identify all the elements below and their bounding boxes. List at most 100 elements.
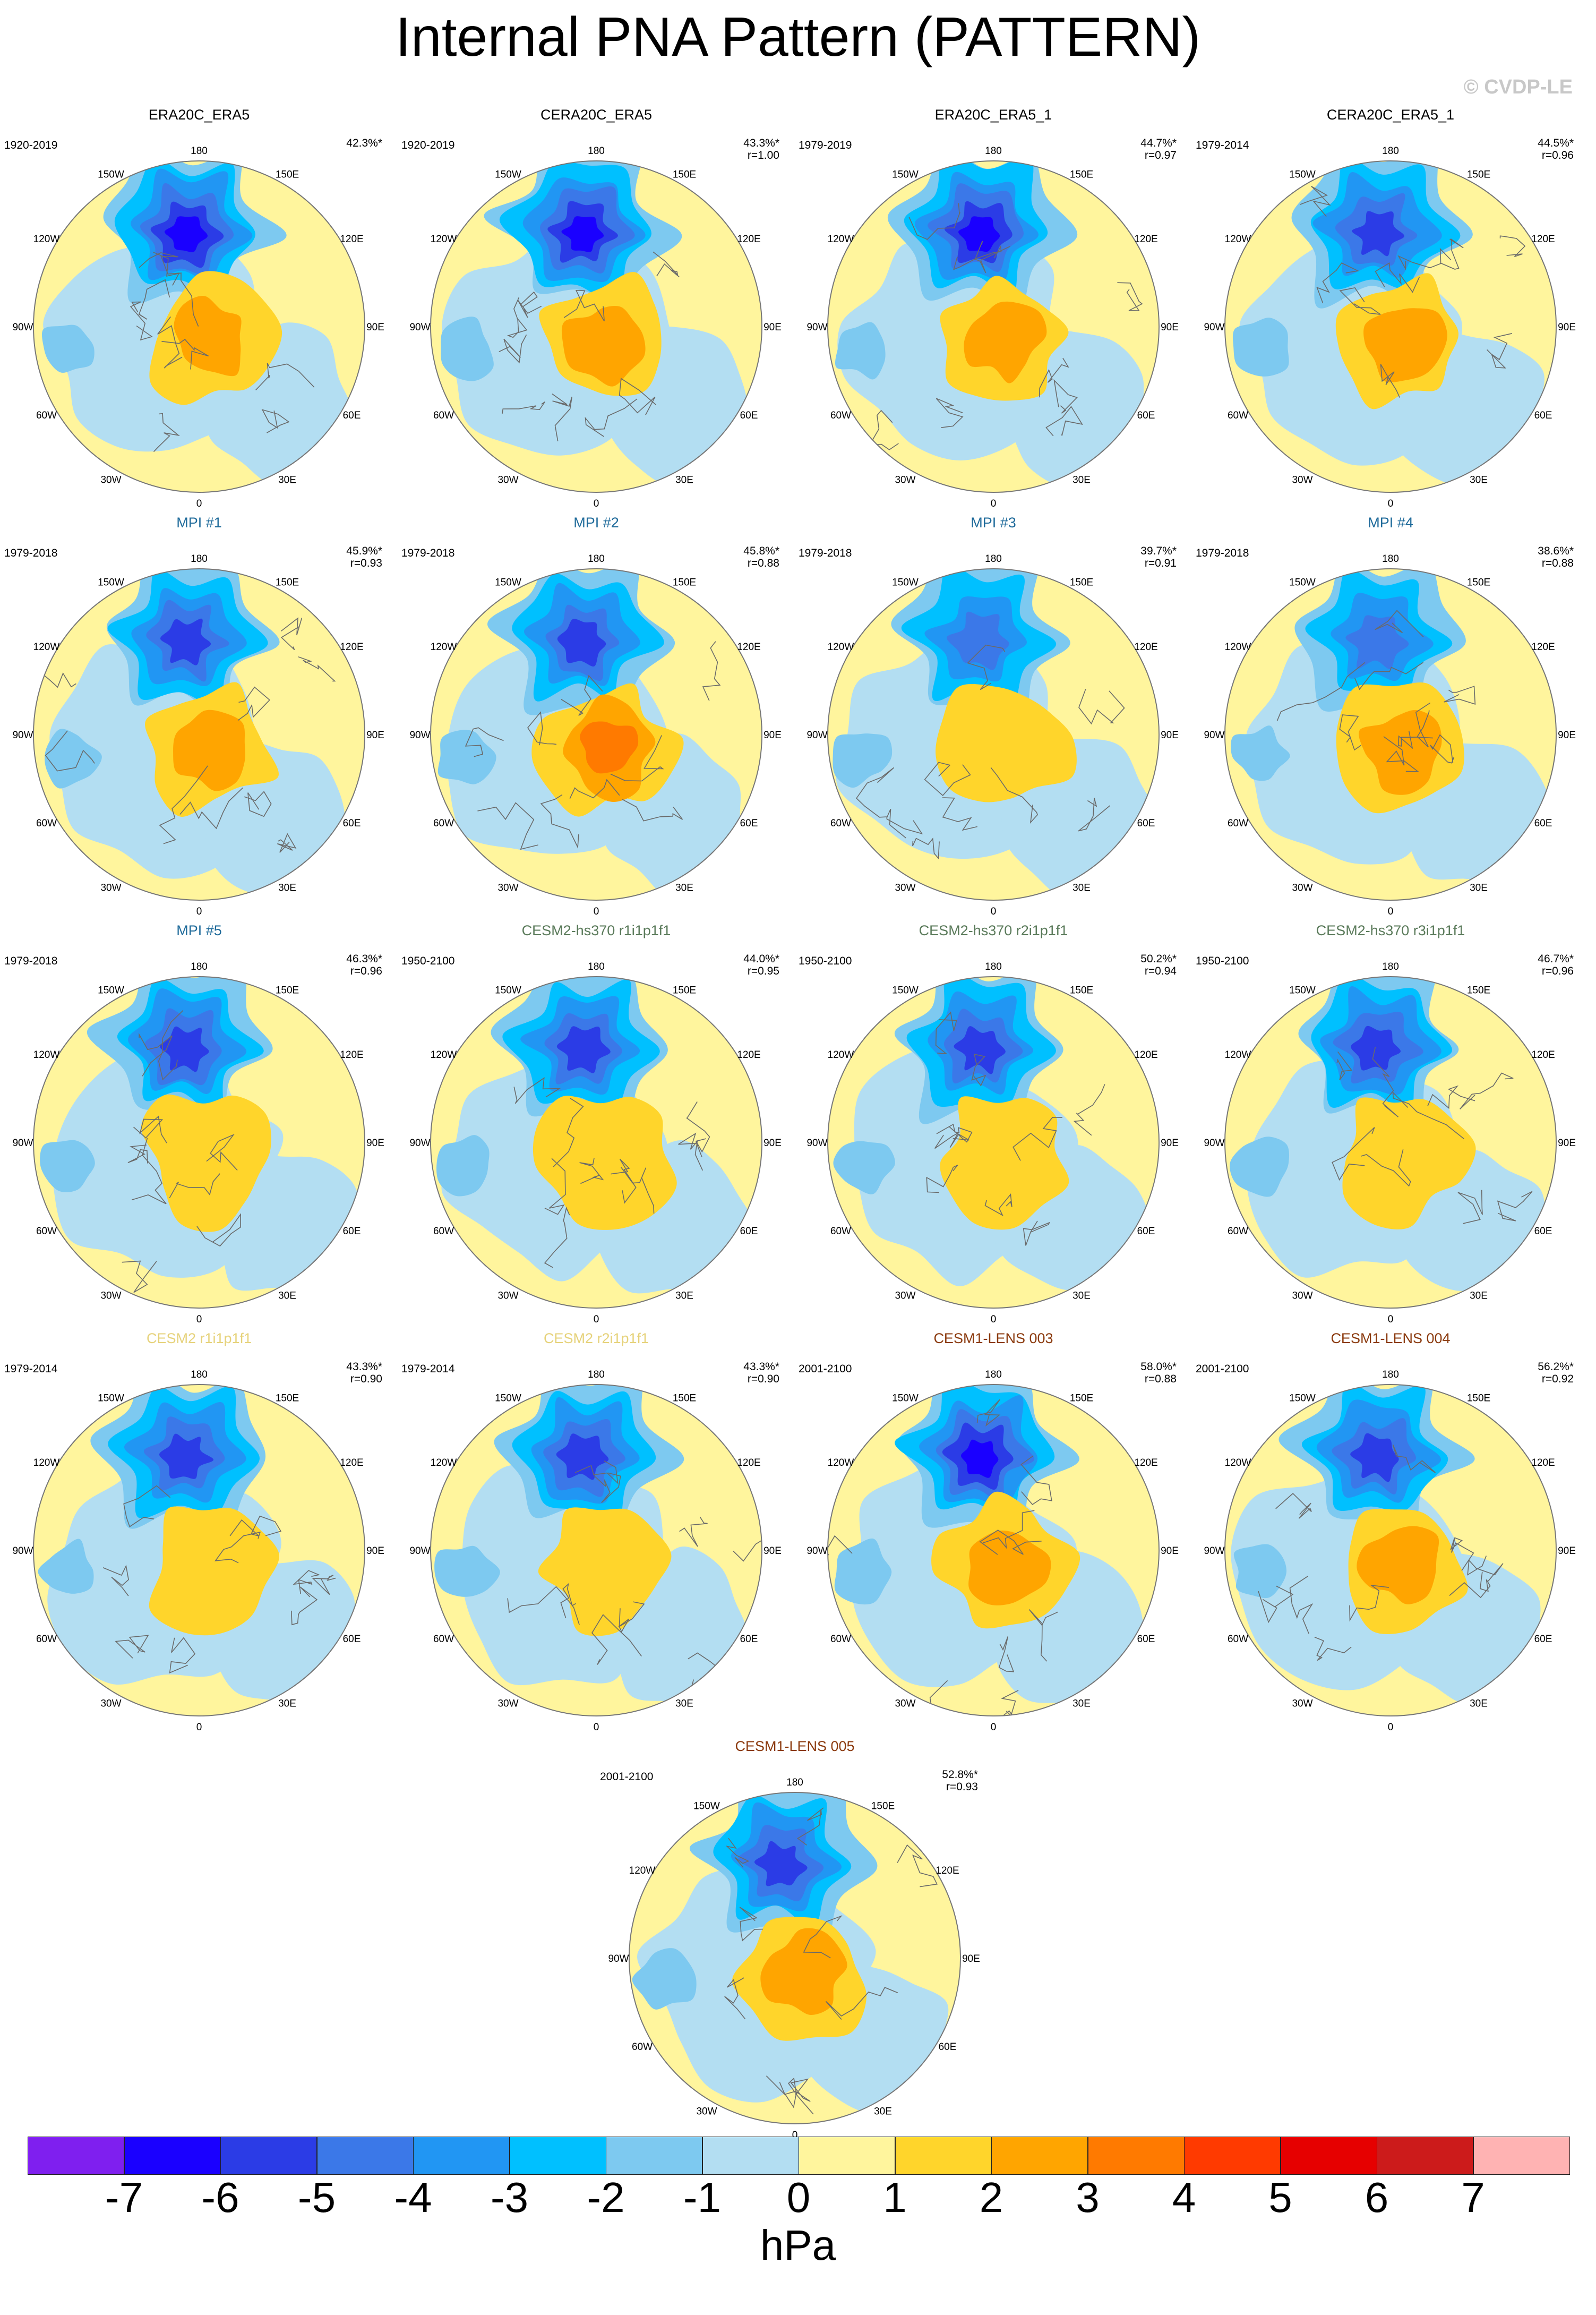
- longitude-label: 30E: [1072, 475, 1091, 486]
- map-border: [430, 568, 762, 901]
- longitude-label: 0: [594, 906, 599, 917]
- longitude-label: 60W: [830, 410, 851, 421]
- coastline: [724, 1977, 746, 2020]
- variance-explained: 46.3%*: [346, 953, 382, 965]
- coastline: [255, 363, 315, 391]
- pattern-correlation: r=0.96: [350, 965, 382, 977]
- colorbar-swatch: [1184, 2137, 1281, 2175]
- longitude-label: 60E: [343, 410, 361, 421]
- longitude-label: 30E: [1072, 1291, 1091, 1302]
- panel-stats: 38.6%* r=0.88: [1515, 545, 1574, 569]
- longitude-label: 150W: [98, 1393, 124, 1404]
- colorbar-swatch: [1377, 2137, 1473, 2175]
- colorbar-swatch: [220, 2137, 317, 2175]
- longitude-label: 30E: [278, 475, 296, 486]
- map-border: [1224, 1384, 1557, 1716]
- longitude-label: 0: [1388, 498, 1394, 509]
- longitude-label: 0: [196, 1722, 202, 1733]
- colorbar-unit: hPa: [760, 2222, 836, 2269]
- longitude-label: 90W: [12, 322, 33, 333]
- north-america-high-contour: [936, 684, 1077, 802]
- north-america-high-contour: [968, 1530, 1051, 1605]
- map-border: [430, 976, 762, 1309]
- map-panel: 180 150E 120E 90E 60E 30E 0 30W 60W 90W 120W 150W MP…: [0, 514, 398, 918]
- longitude-label: 30W: [497, 1698, 518, 1710]
- coastline: [912, 838, 940, 860]
- longitude-label: 0: [594, 498, 599, 509]
- longitude-label: 120W: [828, 1457, 854, 1468]
- coastline: [214, 1531, 261, 1564]
- longitude-label: 150E: [1467, 1393, 1490, 1404]
- coastline: [621, 1167, 655, 1214]
- pacific-low-contour: [159, 1433, 214, 1479]
- longitude-label: 90E: [366, 322, 384, 333]
- longitude-label: 150W: [98, 169, 124, 181]
- pattern-correlation: r=0.94: [1144, 965, 1177, 977]
- coastline: [560, 1583, 577, 1619]
- colorbar-swatch: [702, 2137, 799, 2175]
- map-field: [1225, 569, 1556, 900]
- coastline: [517, 291, 542, 318]
- coastline: [1499, 235, 1526, 257]
- variance-explained: 39.7%*: [1140, 545, 1177, 557]
- variance-explained: 45.9%*: [346, 545, 382, 557]
- longitude-label: 30W: [895, 1291, 915, 1302]
- pattern-correlation: r=0.93: [350, 557, 382, 569]
- coastline: [563, 289, 605, 322]
- longitude-label: 120E: [1134, 642, 1157, 653]
- longitude-label: 60E: [1137, 1634, 1155, 1645]
- north-america-high-contour: [760, 1928, 847, 2015]
- panel-title: MPI #1: [176, 515, 222, 531]
- longitude-label: 30W: [497, 1291, 518, 1302]
- panel-stats: 45.8%* r=0.88: [721, 545, 779, 569]
- longitude-label: 90W: [806, 730, 827, 741]
- coastline: [477, 802, 538, 850]
- map-border: [430, 160, 762, 493]
- map-panel: 180 150E 120E 90E 60E 30E 0 30W 60W 90W 120W 150W ER…: [794, 106, 1192, 510]
- longitude-label: 150E: [1070, 169, 1093, 181]
- panel-grid: 180 150E 120E 90E 60E 30E 0 30W 60W 90W 120W 150W ER…: [0, 106, 1576, 2141]
- atlantic-negative-lobe: [38, 1539, 94, 1594]
- polar-map: 180 150E 120E 90E 60E 30E 0 30W 60W 90W 120W 150W: [12, 553, 384, 917]
- longitude-label: 120E: [1531, 1049, 1555, 1061]
- panel-title: CESM1-LENS 003: [933, 1330, 1053, 1346]
- pacific-low-contour: [561, 216, 604, 252]
- pacific-low-contour: [958, 216, 1000, 252]
- colorbar-swatch: [413, 2137, 510, 2175]
- coastline: [1258, 1585, 1294, 1624]
- coastline: [1339, 287, 1381, 315]
- map-field: [33, 569, 365, 900]
- coastline: [544, 1158, 566, 1215]
- coastline: [169, 1173, 220, 1198]
- map-border: [33, 976, 365, 1309]
- coastline: [1349, 1584, 1389, 1622]
- north-america-high-contour: [1363, 308, 1447, 382]
- colorbar-swatch: [799, 2137, 895, 2175]
- map-panel: 180 150E 120E 90E 60E 30E 0 30W 60W 90W 120W 150W CE…: [794, 1330, 1192, 1733]
- coastline: [1354, 662, 1424, 690]
- atlantic-negative-lobe: [833, 733, 893, 788]
- atlantic-negative-lobe: [1231, 725, 1290, 781]
- coastline: [312, 1575, 336, 1595]
- longitude-label: 30E: [675, 1698, 693, 1710]
- variance-explained: 43.3%*: [346, 1361, 382, 1373]
- longitude-label: 150E: [276, 577, 299, 588]
- longitude-label: 90W: [409, 730, 430, 741]
- longitude-label: 180: [191, 553, 208, 565]
- atlantic-negative-lobe: [441, 317, 494, 381]
- map-field: [33, 161, 365, 492]
- coastline: [1023, 1220, 1050, 1246]
- longitude-label: 150W: [892, 1393, 919, 1404]
- pattern-correlation: r=0.92: [1541, 1373, 1574, 1385]
- panel-years: 2001-2100: [1196, 1363, 1249, 1375]
- longitude-label: 60E: [740, 818, 758, 829]
- longitude-label: 90W: [806, 1138, 827, 1149]
- map-field: [828, 977, 1159, 1308]
- map-border: [827, 160, 1160, 493]
- longitude-label: 90E: [763, 322, 782, 333]
- longitude-label: 0: [1388, 906, 1394, 917]
- north-america-high-contour: [174, 295, 242, 377]
- longitude-label: 180: [985, 1369, 1002, 1380]
- panel-stats: 44.5%* r=0.96: [1515, 137, 1574, 161]
- longitude-label: 30W: [100, 1698, 121, 1710]
